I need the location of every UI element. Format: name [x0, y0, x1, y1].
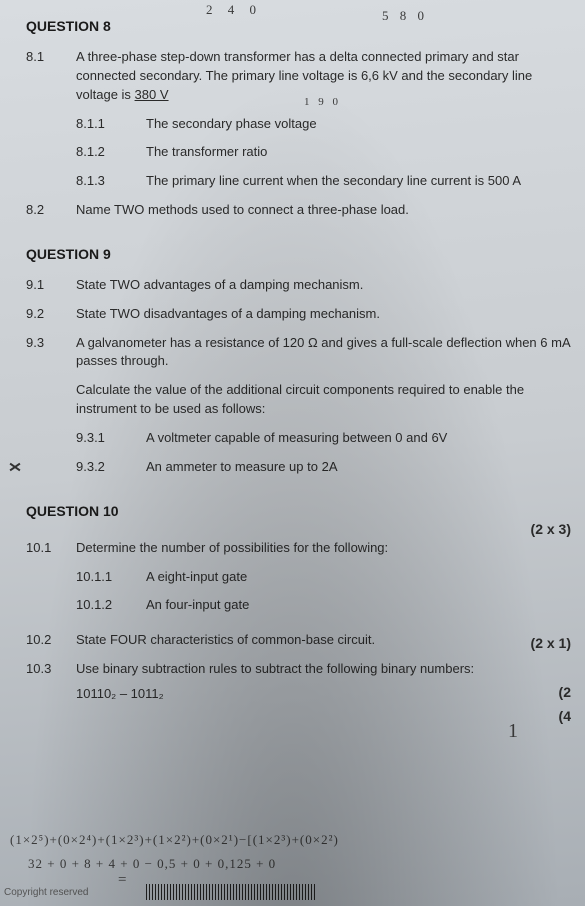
- q8-1-1: 8.1.1 The secondary phase voltage: [76, 115, 571, 134]
- q8-1-2: 8.1.2 The transformer ratio: [76, 143, 571, 162]
- q9-2-text: State TWO disadvantages of a damping mec…: [76, 305, 571, 324]
- footer: Copyright reserved: [4, 884, 316, 900]
- barcode-icon: [146, 884, 316, 900]
- q9-heading: QUESTION 9: [26, 246, 571, 262]
- q10-1-text: Determine the number of possibilities fo…: [76, 539, 571, 558]
- q8-1-2-num: 8.1.2: [76, 143, 146, 162]
- q9-2-num: 9.2: [26, 305, 76, 324]
- q10-1: 10.1 Determine the number of possibiliti…: [26, 539, 571, 616]
- q10-m2: (2: [559, 682, 571, 702]
- q9-3-2-num: 9.3.2: [76, 458, 146, 477]
- q10-2-text: State FOUR characteristics of common-bas…: [76, 631, 571, 650]
- q9-3-text-b: Calculate the value of the additional ci…: [76, 381, 571, 419]
- q8-1-3-num: 8.1.3: [76, 172, 146, 191]
- q9-2: 9.2 State TWO disadvantages of a damping…: [26, 305, 571, 324]
- handwritten-calc-2: 32 + 0 + 8 + 4 + 0 − 0,5 + 0 + 0,125 + 0: [28, 856, 276, 872]
- question-10: QUESTION 10 (2 x 3) 10.1 Determine the n…: [26, 503, 571, 704]
- q10-1-2-num: 10.1.2: [76, 596, 146, 615]
- q10-marks-1: (2 x 3): [531, 521, 571, 537]
- q8-2-num: 8.2: [26, 201, 76, 220]
- q10-2-num: 10.2: [26, 631, 76, 650]
- q9-3-2-text: An ammeter to measure up to 2A: [146, 458, 571, 477]
- q10-1-1-text: A eight-input gate: [146, 568, 571, 587]
- q10-m4: (4: [559, 706, 571, 726]
- handwritten-top-1: 2 4 0: [206, 2, 262, 18]
- handwritten-mid: 1 9 0: [304, 96, 341, 108]
- q8-1-1-num: 8.1.1: [76, 115, 146, 134]
- q10-3: 10.3 Use binary subtraction rules to sub…: [26, 660, 571, 704]
- q8-1-2-text: The transformer ratio: [146, 143, 571, 162]
- q9-1: 9.1 State TWO advantages of a damping me…: [26, 276, 571, 295]
- q8-1-3-text: The primary line current when the second…: [146, 172, 571, 191]
- q9-3: 9.3 A galvanometer has a resistance of 1…: [26, 334, 571, 477]
- q10-3-eq: 10110₂ – 1011₂: [76, 685, 571, 704]
- copyright-text: Copyright reserved: [4, 887, 88, 898]
- q8-1-1-text: The secondary phase voltage: [146, 115, 571, 134]
- q8-2-text: Name TWO methods used to connect a three…: [76, 201, 571, 220]
- q8-1-body: A three-phase step-down transformer has …: [76, 48, 571, 191]
- q10-1-num: 10.1: [26, 539, 76, 558]
- q9-3-1: 9.3.1 A voltmeter capable of measuring b…: [76, 429, 571, 448]
- q9-3-num: 9.3: [26, 334, 76, 353]
- handwritten-top-2: 5 8 0: [382, 8, 428, 24]
- q10-1-2: 10.1.2 An four-input gate: [76, 596, 571, 615]
- q10-3-text: Use binary subtraction rules to subtract…: [76, 660, 571, 679]
- q10-3-body: Use binary subtraction rules to subtract…: [76, 660, 571, 704]
- q9-3-1-num: 9.3.1: [76, 429, 146, 448]
- q8-1: 8.1 A three-phase step-down transformer …: [26, 48, 571, 191]
- handwritten-one: 1: [508, 720, 518, 743]
- q10-1-1-num: 10.1.1: [76, 568, 146, 587]
- q8-1-underline: 380 V: [135, 87, 169, 102]
- q9-3-1-text: A voltmeter capable of measuring between…: [146, 429, 571, 448]
- registration-mark-icon: [6, 458, 24, 476]
- q10-marks-2: (2 x 1): [531, 633, 571, 653]
- q10-1-1: 10.1.1 A eight-input gate: [76, 568, 571, 587]
- q9-1-num: 9.1: [26, 276, 76, 295]
- q8-1-3: 8.1.3 The primary line current when the …: [76, 172, 571, 191]
- q8-heading: QUESTION 8: [26, 18, 571, 34]
- q9-3-2: 9.3.2 An ammeter to measure up to 2A: [76, 458, 571, 477]
- question-8: QUESTION 8 8.1 A three-phase step-down t…: [26, 18, 571, 220]
- handwritten-calc-1: (1×2⁵)+(0×2⁴)+(1×2³)+(1×2²)+(0×2¹)−[(1×2…: [10, 832, 339, 848]
- q10-3-num: 10.3: [26, 660, 76, 679]
- q9-3-body: A galvanometer has a resistance of 120 Ω…: [76, 334, 571, 477]
- q9-1-text: State TWO advantages of a damping mechan…: [76, 276, 571, 295]
- question-9: QUESTION 9 9.1 State TWO advantages of a…: [26, 246, 571, 477]
- q9-3-text-a: A galvanometer has a resistance of 120 Ω…: [76, 334, 571, 372]
- q8-1-num: 8.1: [26, 48, 76, 67]
- q10-heading: QUESTION 10: [26, 503, 571, 519]
- q8-2: 8.2 Name TWO methods used to connect a t…: [26, 201, 571, 220]
- q10-1-body: Determine the number of possibilities fo…: [76, 539, 571, 616]
- q10-2: 10.2 State FOUR characteristics of commo…: [26, 631, 571, 650]
- q10-1-2-text: An four-input gate: [146, 596, 571, 615]
